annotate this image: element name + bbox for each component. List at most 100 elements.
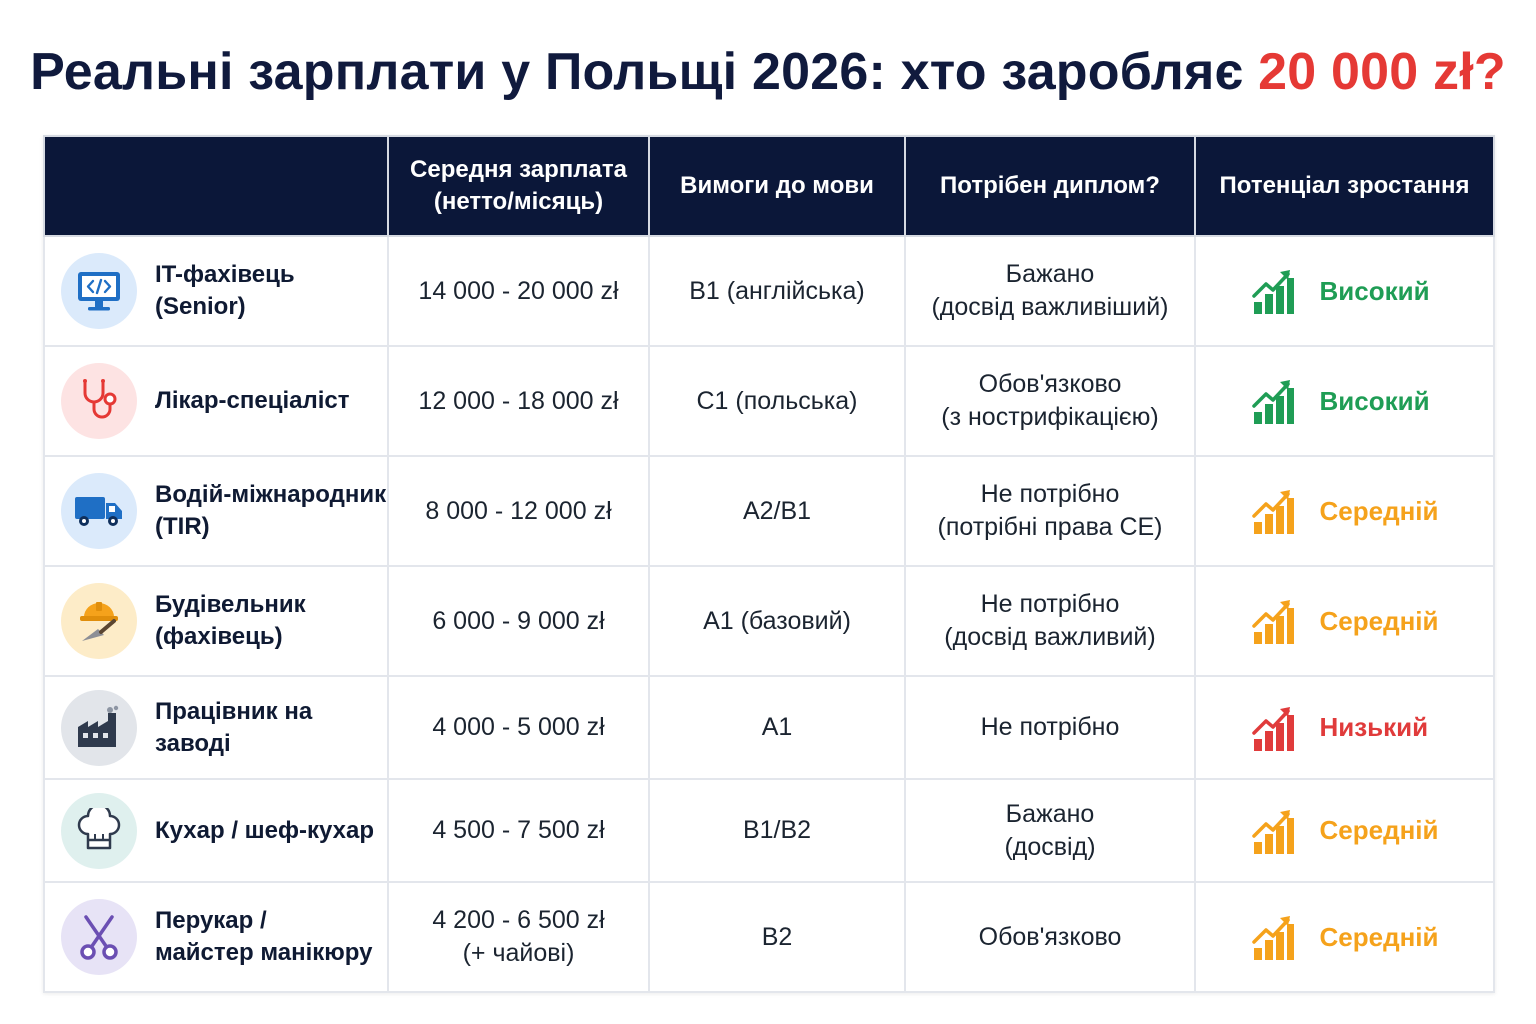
diploma-line: Не потрібно <box>980 480 1120 508</box>
cell-growth: Середній <box>1194 881 1495 993</box>
salary-line: 6 000 - 9 000 zł <box>432 606 605 635</box>
factory-icon <box>61 689 137 766</box>
title-accent: 20 000 zł? <box>1258 43 1506 101</box>
profession-name: Водій-міжнародник (TIR) <box>155 479 386 543</box>
profession-line: (Senior) <box>155 293 246 320</box>
cell-language: B2 <box>648 881 906 993</box>
profession-line: (TIR) <box>155 513 210 540</box>
profession-wrap: Працівник на заводі <box>45 689 387 766</box>
cell-salary: 4 200 - 6 500 zł (+ чайові) <box>387 881 650 993</box>
cell-salary: 14 000 - 20 000 zł <box>387 235 650 347</box>
cell-growth: Високий <box>1194 345 1495 457</box>
growth-wrap: Середній <box>1196 806 1493 856</box>
profession-line: Водій-міжнародник <box>155 481 387 508</box>
profession-line: (фахівець) <box>155 623 283 650</box>
diploma-line: Бажано <box>1005 260 1095 288</box>
cell-profession: Працівник на заводі <box>43 675 389 780</box>
table-row: Водій-міжнародник (TIR) 8 000 - 12 000 zł A… <box>43 455 1495 567</box>
cell-language: A1 <box>648 675 906 780</box>
truck-icon <box>61 473 137 549</box>
profession-name: Перукар / майстер манікюру <box>155 905 372 969</box>
growth-chart-icon <box>1251 486 1294 536</box>
growth-chart-icon <box>1251 806 1294 856</box>
growth-wrap: Високий <box>1196 266 1493 316</box>
profession-line: Кухар / шеф-кухар <box>155 816 374 844</box>
growth-chart-icon <box>1251 376 1294 426</box>
diploma-line: (досвід) <box>1004 832 1096 861</box>
profession-name: Лікар-спеціаліст <box>155 385 350 417</box>
chef-hat-icon <box>61 792 137 869</box>
profession-line: IT-фахівець <box>155 261 295 288</box>
table-header-row: Середня зарплата (нетто/місяць) Вимоги д… <box>43 135 1495 237</box>
growth-chart-icon <box>1251 912 1294 962</box>
profession-name: IT-фахівець (Senior) <box>155 259 295 323</box>
cell-growth: Високий <box>1194 235 1495 347</box>
cell-language: B1/B2 <box>648 778 906 883</box>
hardhat-trowel-icon <box>61 583 137 659</box>
cell-diploma: Бажано (досвід) <box>904 778 1196 883</box>
diploma-line: Обов'язково <box>978 370 1122 398</box>
diploma-line: (з нострифікацією) <box>941 403 1159 431</box>
diploma-line: Не потрібно <box>980 713 1120 741</box>
growth-label: Середній <box>1319 815 1439 845</box>
salary-line: 14 000 - 20 000 zł <box>418 276 619 305</box>
cell-salary: 4 000 - 5 000 zł <box>387 675 650 780</box>
cell-growth: Низький <box>1194 675 1495 780</box>
title-main: Реальні зарплати у Польщі 2026: хто заро… <box>30 43 1244 101</box>
salary-line: 4 000 - 5 000 zł <box>432 713 605 741</box>
growth-label: Середній <box>1319 605 1439 636</box>
cell-profession: Лікар-спеціаліст <box>43 345 389 457</box>
page-title: Реальні зарплати у Польщі 2026: хто заро… <box>0 36 1536 108</box>
cell-diploma: Не потрібно <box>904 675 1196 780</box>
header-salary-line2: (нетто/місяць) <box>433 188 604 215</box>
monitor-code-icon <box>61 253 137 329</box>
scissors-icon <box>61 899 137 975</box>
profession-name: Будівельник (фахівець) <box>155 589 306 653</box>
cell-diploma: Бажано (досвід важливіший) <box>904 235 1196 347</box>
header-salary-line1: Середня зарплата <box>410 156 627 183</box>
cell-diploma: Не потрібно (потрібні права CE) <box>904 455 1196 567</box>
cell-diploma: Не потрібно (досвід важливий) <box>904 565 1196 677</box>
table-body: IT-фахівець (Senior) 14 000 - 20 000 zł B1 … <box>43 235 1495 993</box>
table-row: IT-фахівець (Senior) 14 000 - 20 000 zł B1 … <box>43 235 1495 347</box>
cell-profession: Водій-міжнародник (TIR) <box>43 455 389 567</box>
table-row: Будівельник (фахівець) 6 000 - 9 000 zł A1 … <box>43 565 1495 677</box>
cell-growth: Середній <box>1194 778 1495 883</box>
table-row: Перукар / майстер манікюру 4 200 - 6 500 z… <box>43 881 1495 993</box>
cell-growth: Середній <box>1194 455 1495 567</box>
salary-table: Середня зарплата (нетто/місяць) Вимоги д… <box>43 135 1495 993</box>
cell-salary: 8 000 - 12 000 zł <box>387 455 650 567</box>
profession-name: Кухар / шеф-кухар <box>155 815 374 847</box>
header-salary: Середня зарплата (нетто/місяць) <box>387 135 650 237</box>
diploma-line: Обов'язково <box>978 922 1122 951</box>
cell-profession: IT-фахівець (Senior) <box>43 235 389 347</box>
cell-salary: 6 000 - 9 000 zł <box>387 565 650 677</box>
profession-line: Працівник на заводі <box>155 697 313 757</box>
growth-label: Високий <box>1319 275 1430 306</box>
diploma-line: (досвід важливий) <box>944 623 1156 651</box>
stethoscope-icon <box>61 363 137 439</box>
cell-diploma: Обов'язково <box>904 881 1196 993</box>
cell-language: A1 (базовий) <box>648 565 906 677</box>
growth-wrap: Низький <box>1196 703 1493 753</box>
cell-growth: Середній <box>1194 565 1495 677</box>
profession-line: майстер манікюру <box>155 939 373 966</box>
profession-wrap: Лікар-спеціаліст <box>45 363 387 439</box>
profession-line: Будівельник <box>155 591 306 618</box>
growth-chart-icon <box>1251 703 1294 753</box>
cell-language: C1 (польська) <box>648 345 906 457</box>
cell-language: B1 (англійська) <box>648 235 906 347</box>
cell-profession: Будівельник (фахівець) <box>43 565 389 677</box>
diploma-line: (досвід важливіший) <box>931 293 1169 321</box>
table-row: Працівник на заводі 4 000 - 5 000 zł A1 Не … <box>43 675 1495 780</box>
salary-line: 4 500 - 7 500 zł <box>432 816 605 844</box>
header-profession <box>43 135 389 237</box>
growth-label: Середній <box>1319 495 1439 526</box>
growth-label: Високий <box>1319 385 1430 416</box>
salary-line: 8 000 - 12 000 zł <box>425 496 612 525</box>
growth-wrap: Середній <box>1196 596 1493 646</box>
growth-wrap: Високий <box>1196 376 1493 426</box>
profession-name: Працівник на заводі <box>155 696 387 760</box>
table-row: Кухар / шеф-кухар 4 500 - 7 500 zł B1/B2 Ба… <box>43 778 1495 883</box>
header-language: Вимоги до мови <box>648 135 906 237</box>
